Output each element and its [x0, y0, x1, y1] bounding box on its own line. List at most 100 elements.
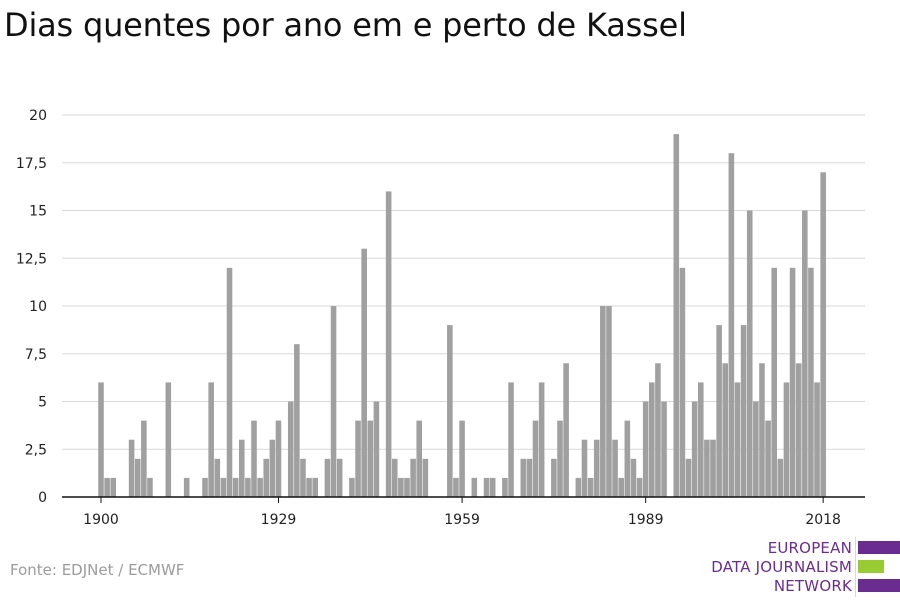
bar-1937 — [324, 458, 331, 497]
bar-1996 — [685, 458, 692, 497]
bar-1988 — [636, 477, 643, 497]
bar-1998 — [697, 382, 704, 497]
bar-1967 — [508, 382, 514, 497]
logo-bar-top — [858, 541, 900, 554]
bar-1945 — [373, 401, 380, 497]
bar-1952 — [416, 420, 423, 497]
bar-1920 — [220, 477, 227, 497]
bar-2002 — [722, 363, 729, 497]
bar-2007 — [753, 401, 759, 497]
bar-1991 — [655, 363, 661, 497]
bar-1906 — [134, 458, 141, 497]
bar-1984 — [612, 439, 618, 497]
bar-1974 — [551, 458, 557, 497]
y-tick-label: 20 — [29, 108, 47, 124]
bar-2017 — [814, 382, 820, 497]
bar-1959 — [459, 420, 465, 497]
bar-1929 — [275, 420, 282, 497]
bar-1978 — [575, 477, 582, 497]
bar-2008 — [759, 363, 765, 497]
bar-1997 — [691, 401, 698, 497]
bar-1972 — [538, 382, 545, 497]
bar-1992 — [661, 401, 667, 497]
x-tick-label: 1900 — [83, 512, 119, 528]
x-tick-label: 1989 — [628, 512, 664, 528]
bar-1944 — [367, 420, 374, 497]
bar-1980 — [587, 477, 594, 497]
bar-2018 — [820, 172, 826, 498]
bar-1951 — [410, 458, 416, 497]
bar-1966 — [502, 477, 508, 497]
bar-1900 — [98, 382, 104, 497]
logo-bar-middle — [858, 560, 884, 573]
bar-1963 — [483, 477, 490, 497]
bar-1926 — [257, 477, 263, 497]
edjnet-logo: EUROPEAN DATA JOURNALISM NETWORK — [700, 537, 900, 597]
bar-1938 — [330, 306, 337, 497]
bar-1949 — [398, 477, 404, 497]
y-tick-label: 2,5 — [25, 442, 47, 458]
x-axis-ticks: 1900 1929 1959 1989 2018 — [83, 497, 841, 528]
bar-2014 — [795, 363, 802, 497]
bar-1918 — [208, 382, 214, 497]
bar-2016 — [808, 267, 814, 497]
bar-1964 — [489, 477, 496, 497]
bar-1934 — [306, 477, 312, 497]
y-tick-label: 15 — [29, 204, 47, 220]
bar-1953 — [422, 458, 429, 497]
bars — [98, 134, 826, 498]
bar-1990 — [649, 382, 655, 497]
chart-title: Dias quentes por ano em e perto de Kasse… — [4, 6, 687, 44]
bar-1911 — [165, 382, 172, 497]
bar-2005 — [740, 325, 747, 497]
bar-1919 — [214, 458, 221, 497]
bar-2015 — [802, 210, 808, 497]
y-tick-label: 7,5 — [25, 347, 47, 363]
bar-1994 — [673, 134, 680, 497]
bar-2009 — [765, 420, 771, 497]
bar-1982 — [600, 306, 606, 497]
bar-1925 — [251, 420, 257, 497]
bar-1950 — [404, 477, 410, 497]
y-tick-label: 5 — [38, 395, 47, 411]
bar-1947 — [385, 191, 392, 497]
bar-1921 — [226, 267, 233, 497]
bar-1995 — [679, 267, 686, 497]
bar-1907 — [141, 420, 147, 497]
bar-2006 — [746, 210, 753, 497]
bar-1917 — [202, 477, 208, 497]
bar-1948 — [391, 458, 398, 497]
bar-1928 — [269, 439, 276, 497]
bar-2010 — [771, 267, 777, 497]
bar-1958 — [453, 477, 459, 497]
bar-1924 — [245, 477, 251, 497]
bar-2013 — [789, 267, 796, 497]
logo-line-data-journalism: DATA JOURNALISM — [711, 558, 852, 576]
bar-1976 — [563, 363, 569, 497]
y-axis-ticks: 0 2,5 5 7,5 10 12,5 15 17,5 20 — [16, 108, 47, 506]
bar-1971 — [532, 420, 539, 497]
logo-divider — [855, 537, 856, 597]
x-tick-label: 1929 — [261, 512, 297, 528]
bar-1989 — [642, 401, 649, 497]
logo-bar-bottom — [858, 579, 900, 592]
bar-1931 — [287, 401, 294, 497]
bar-1943 — [361, 248, 367, 497]
bar-2012 — [783, 382, 790, 497]
bar-1902 — [110, 477, 117, 497]
bar-1961 — [471, 477, 478, 497]
bar-chart: 0 2,5 5 7,5 10 12,5 15 17,5 20 1900 1929 1959 1989 2… — [16, 108, 865, 528]
y-tick-label: 12,5 — [16, 251, 47, 267]
bar-1923 — [238, 439, 245, 497]
x-tick-label: 1959 — [444, 512, 480, 528]
source-note: Fonte: EDJNet / ECMWF — [10, 561, 185, 579]
bar-1987 — [630, 458, 637, 497]
y-tick-label: 17,5 — [16, 156, 47, 172]
bar-1957 — [447, 325, 453, 497]
bar-1933 — [300, 458, 306, 497]
bar-1942 — [355, 420, 361, 497]
bar-1975 — [557, 420, 563, 497]
bar-1999 — [704, 439, 710, 497]
bar-1985 — [618, 477, 624, 497]
bar-1970 — [526, 458, 533, 497]
